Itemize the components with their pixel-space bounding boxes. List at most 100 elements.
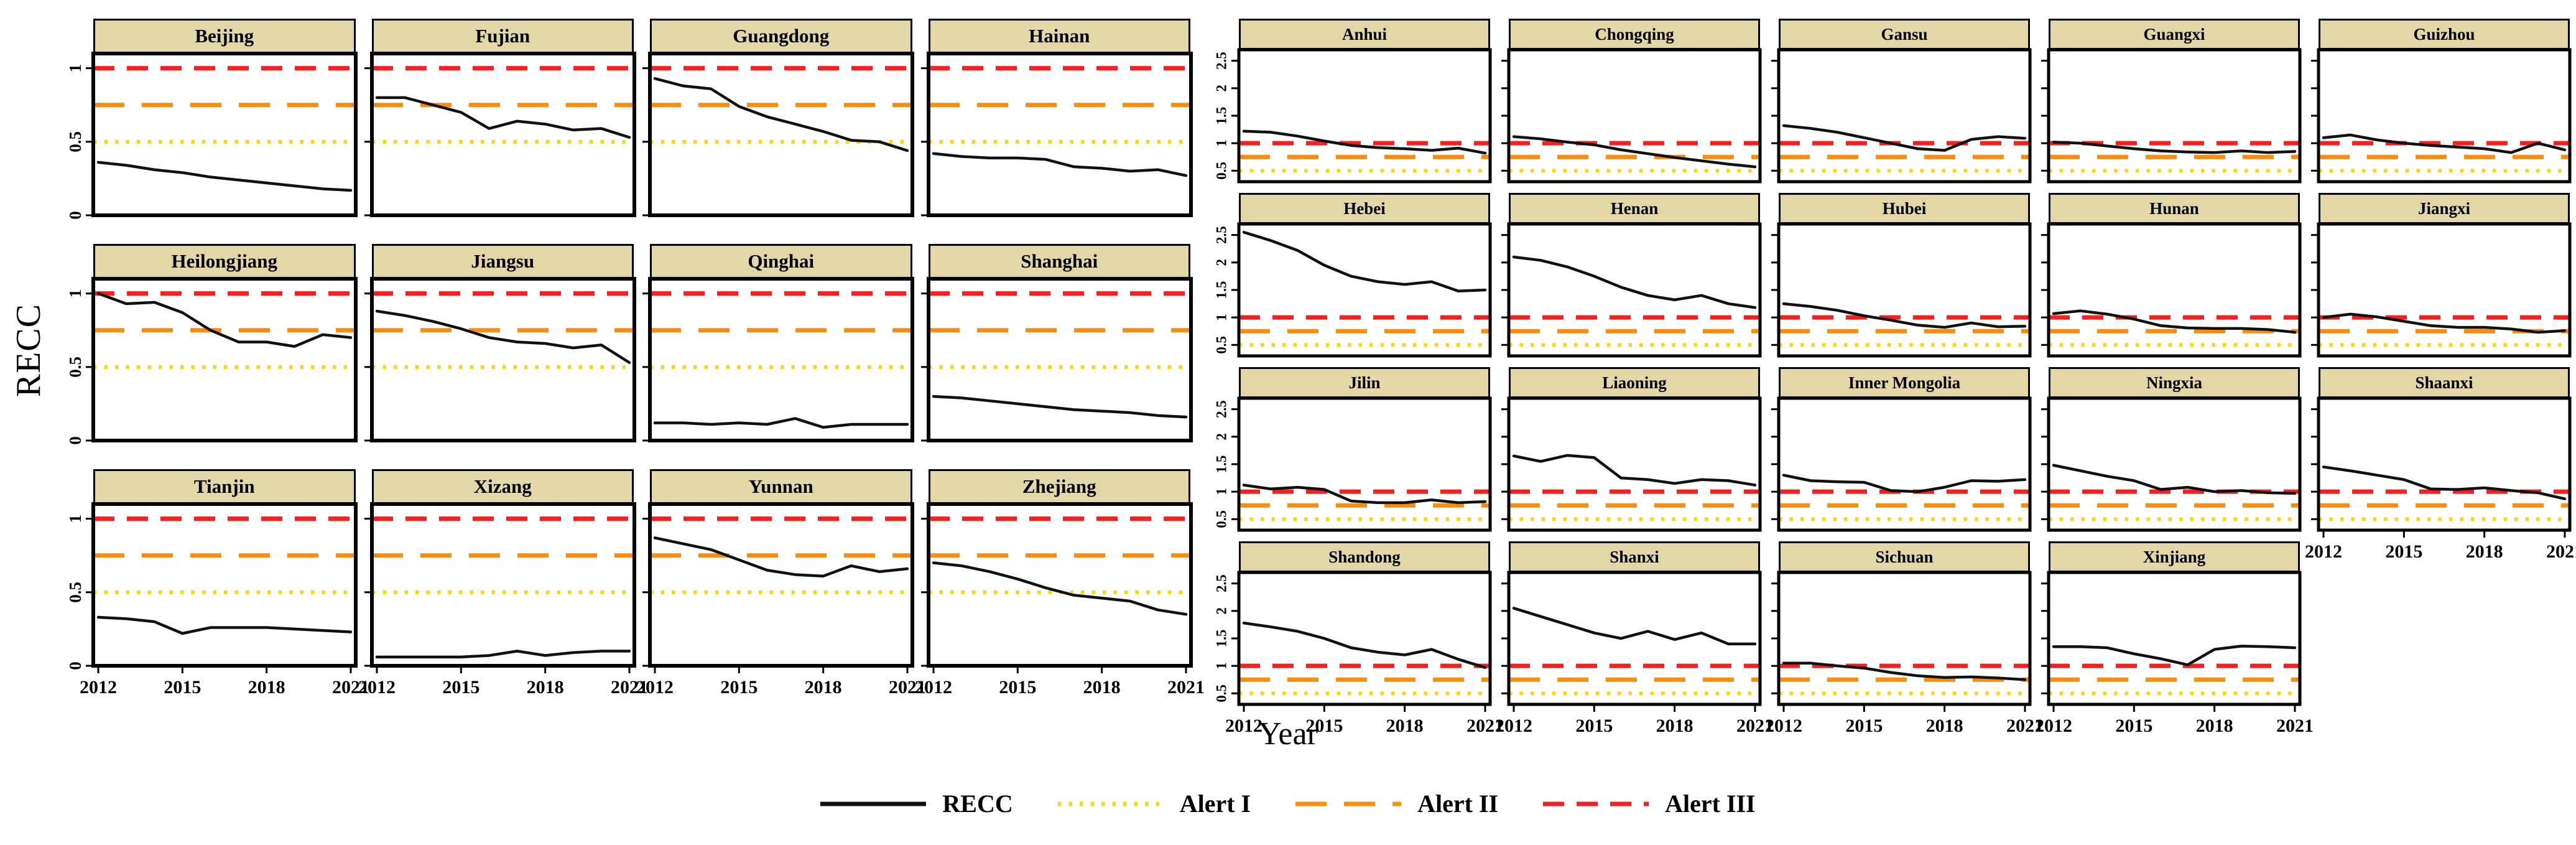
plot-area-gansu bbox=[1771, 48, 2032, 184]
chart-legend: RECC Alert I Alert II Alert III bbox=[0, 789, 2576, 818]
plot-area-yunnan: 2012 2015 2018 2021 bbox=[636, 502, 926, 698]
subplot-title: Ningxia bbox=[2049, 367, 2300, 398]
legend-line-sample-alert-ii bbox=[1295, 801, 1402, 806]
y-tick-label: 0.5 bbox=[66, 582, 85, 603]
plot-border bbox=[2047, 48, 2302, 184]
recc-line bbox=[375, 650, 631, 659]
subplot-hunan: Hunan bbox=[2041, 193, 2302, 358]
y-tick-label: 1 bbox=[1213, 488, 1229, 495]
x-tick-label: 2012 bbox=[915, 677, 952, 698]
legend-item-alert-iii: Alert III bbox=[1543, 789, 1756, 818]
x-tick-label: 2012 bbox=[2305, 541, 2342, 562]
subplot-hainan: Hainan bbox=[920, 19, 1193, 217]
x-tick-label: 2012 bbox=[636, 677, 674, 698]
plot-area-hebei: 0.5 1 1.5 2 2.5 bbox=[1213, 222, 1492, 358]
recc-line bbox=[1512, 135, 1757, 169]
recc-line bbox=[1782, 661, 2027, 681]
recc-line bbox=[653, 417, 909, 429]
y-tick-label: 1 bbox=[1213, 139, 1229, 147]
subplot-shandong: Shandong 0.5 1 1.5 2 2.5 2012 2015 2018 2021 bbox=[1213, 541, 1504, 736]
recc-line bbox=[932, 394, 1187, 419]
subplot-guizhou: Guizhou bbox=[2311, 19, 2572, 184]
plot-area-guizhou bbox=[2311, 48, 2572, 184]
recc-line bbox=[96, 615, 353, 635]
x-tick-label: 2021 bbox=[332, 677, 369, 698]
x-tick-label: 2021 bbox=[611, 677, 648, 698]
legend-label: Alert I bbox=[1179, 790, 1251, 818]
subplot-title: Gansu bbox=[1779, 19, 2030, 50]
plot-border bbox=[1507, 48, 1762, 184]
x-tick-label: 2012 bbox=[358, 677, 396, 698]
legend-item-alert-ii: Alert II bbox=[1295, 789, 1498, 818]
plot-border bbox=[2317, 396, 2572, 532]
recc-line bbox=[1242, 129, 1487, 155]
legend-label: Alert II bbox=[1417, 790, 1499, 818]
subplot-anhui: Anhui 0.5 1 1.5 2 2.5 bbox=[1213, 19, 1492, 184]
plot-border bbox=[369, 277, 636, 442]
subplot-title: Hainan bbox=[928, 19, 1190, 54]
x-tick-label: 2021 bbox=[1466, 716, 1504, 736]
left-facet-panel: Beijing 0 0.5 1 Fujian Guangdong Hainan Heilong… bbox=[66, 19, 1205, 698]
x-tick-label: 2015 bbox=[1575, 716, 1613, 736]
y-tick-label: 2 bbox=[1213, 85, 1229, 92]
recc-line bbox=[2052, 141, 2297, 154]
plot-area-xinjiang: 2012 2015 2018 2021 bbox=[2035, 571, 2314, 736]
subplot-inner-mongolia: Inner Mongolia bbox=[1771, 367, 2032, 532]
plot-border bbox=[926, 277, 1193, 442]
x-tick-label: 2015 bbox=[1845, 716, 1883, 736]
subplot-fujian: Fujian bbox=[364, 19, 636, 217]
y-tick-label: 0.5 bbox=[1213, 510, 1229, 528]
x-tick-label: 2012 bbox=[2035, 716, 2072, 736]
subplot-title: Tianjin bbox=[93, 469, 356, 504]
recc-line bbox=[2322, 465, 2567, 500]
recc-line bbox=[96, 161, 353, 192]
subplot-title: Guizhou bbox=[2319, 19, 2570, 50]
subplot-title: Sichuan bbox=[1779, 541, 2030, 572]
subplot-title: Xinjiang bbox=[2049, 541, 2300, 572]
subplot-title: Jiangxi bbox=[2319, 193, 2570, 224]
recc-line bbox=[932, 152, 1187, 177]
subplot-title: Shanghai bbox=[928, 244, 1190, 279]
legend-line-sample-recc bbox=[820, 801, 927, 806]
y-tick-label: 1.5 bbox=[1213, 630, 1229, 648]
plot-border bbox=[1237, 48, 1492, 184]
y-tick-label: 0.5 bbox=[66, 357, 85, 378]
y-tick-label: 2 bbox=[1213, 607, 1229, 615]
subplot-chongqing: Chongqing bbox=[1501, 19, 1762, 184]
x-tick-label: 2021 bbox=[2546, 541, 2576, 562]
subplot-title: Jiangsu bbox=[371, 244, 634, 279]
recc-line bbox=[1242, 483, 1487, 505]
x-tick-label: 2018 bbox=[1386, 716, 1424, 736]
x-tick-label: 2015 bbox=[2115, 716, 2152, 736]
subplot-title: Qinghai bbox=[650, 244, 912, 279]
x-tick-label: 2021 bbox=[1167, 677, 1205, 698]
subplot-title: Xizang bbox=[371, 469, 634, 504]
plot-border bbox=[91, 502, 358, 668]
recc-line bbox=[1782, 302, 2027, 329]
subplot-title: Beijing bbox=[93, 19, 356, 54]
subplot-title: Hunan bbox=[2049, 193, 2300, 224]
x-tick-label: 2018 bbox=[1656, 716, 1693, 736]
plot-area-shaanxi: 2012 2015 2018 2021 bbox=[2305, 396, 2576, 562]
subplot-title: Shandong bbox=[1239, 541, 1490, 572]
y-tick-label: 0.5 bbox=[66, 131, 85, 152]
x-tick-label: 2015 bbox=[1305, 716, 1343, 736]
legend-item-alert-i: Alert I bbox=[1057, 789, 1251, 818]
plot-border bbox=[1237, 571, 1492, 706]
subplot-heilongjiang: Heilongjiang 0 0.5 1 bbox=[66, 244, 358, 445]
x-tick-label: 2015 bbox=[2385, 541, 2422, 562]
plot-border bbox=[1777, 48, 2032, 184]
subplot-title: Jilin bbox=[1239, 367, 1490, 398]
x-tick-label: 2018 bbox=[248, 677, 285, 698]
plot-border bbox=[2047, 396, 2302, 532]
plot-border bbox=[648, 502, 914, 668]
x-tick-label: 2015 bbox=[164, 677, 201, 698]
x-tick-label: 2018 bbox=[2196, 716, 2233, 736]
subplot-jiangxi: Jiangxi bbox=[2311, 193, 2572, 358]
recc-line bbox=[1242, 622, 1487, 670]
subplot-zhejiang: Zhejiang 2012 2015 2018 2021 bbox=[915, 469, 1205, 698]
plot-area-qinghai bbox=[642, 277, 914, 442]
subplot-title: Hubei bbox=[1779, 193, 2030, 224]
plot-border bbox=[648, 277, 914, 442]
subplot-ningxia: Ningxia bbox=[2041, 367, 2302, 532]
